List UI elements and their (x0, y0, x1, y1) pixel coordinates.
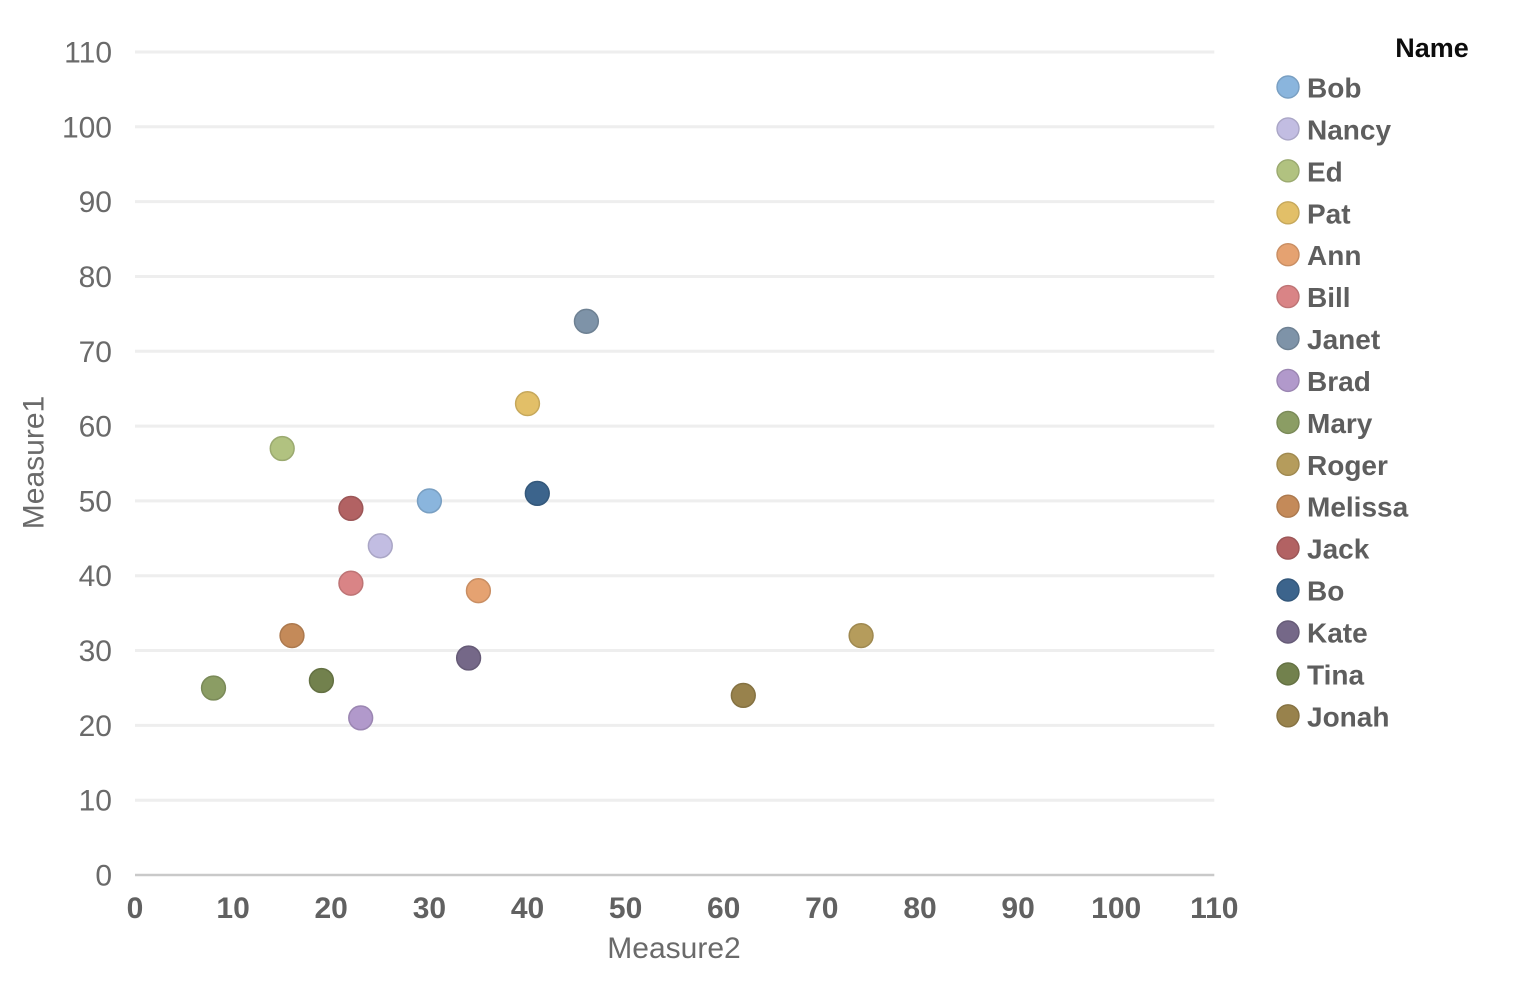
svg-text:Tina: Tina (1307, 659, 1364, 690)
svg-text:40: 40 (511, 892, 544, 925)
svg-text:60: 60 (79, 411, 112, 444)
svg-text:100: 100 (1091, 892, 1141, 925)
svg-text:Melissa: Melissa (1307, 492, 1409, 523)
svg-text:100: 100 (62, 111, 112, 144)
svg-text:20: 20 (79, 710, 112, 743)
svg-text:Roger: Roger (1307, 450, 1388, 481)
svg-text:90: 90 (1001, 892, 1034, 925)
svg-text:Measure1: Measure1 (18, 396, 51, 529)
svg-text:10: 10 (216, 892, 249, 925)
svg-text:Ann: Ann (1307, 240, 1361, 271)
svg-text:Bill: Bill (1307, 282, 1351, 313)
svg-text:Bob: Bob (1307, 73, 1361, 104)
svg-text:Name: Name (1395, 33, 1469, 63)
svg-text:Brad: Brad (1307, 366, 1371, 397)
svg-text:10: 10 (79, 785, 112, 818)
svg-text:Nancy: Nancy (1307, 114, 1391, 145)
svg-text:30: 30 (79, 635, 112, 668)
svg-text:30: 30 (413, 892, 446, 925)
svg-text:80: 80 (79, 261, 112, 294)
svg-text:90: 90 (79, 186, 112, 219)
svg-text:110: 110 (1190, 892, 1238, 925)
svg-text:110: 110 (64, 37, 112, 70)
svg-text:Kate: Kate (1307, 618, 1368, 649)
svg-text:40: 40 (79, 560, 112, 593)
svg-text:Jack: Jack (1307, 534, 1370, 565)
svg-text:Ed: Ed (1307, 156, 1343, 187)
svg-text:0: 0 (127, 892, 144, 925)
svg-text:50: 50 (79, 485, 112, 518)
svg-text:0: 0 (95, 860, 112, 893)
svg-text:Bo: Bo (1307, 576, 1344, 607)
svg-text:70: 70 (79, 336, 112, 369)
svg-text:70: 70 (805, 892, 838, 925)
svg-text:80: 80 (903, 892, 936, 925)
svg-text:50: 50 (609, 892, 642, 925)
svg-text:Jonah: Jonah (1307, 701, 1389, 732)
svg-text:60: 60 (707, 892, 740, 925)
svg-text:Janet: Janet (1307, 324, 1380, 355)
svg-text:Pat: Pat (1307, 198, 1351, 229)
svg-text:Mary: Mary (1307, 408, 1373, 439)
svg-text:20: 20 (315, 892, 348, 925)
svg-text:Measure2: Measure2 (607, 932, 740, 965)
